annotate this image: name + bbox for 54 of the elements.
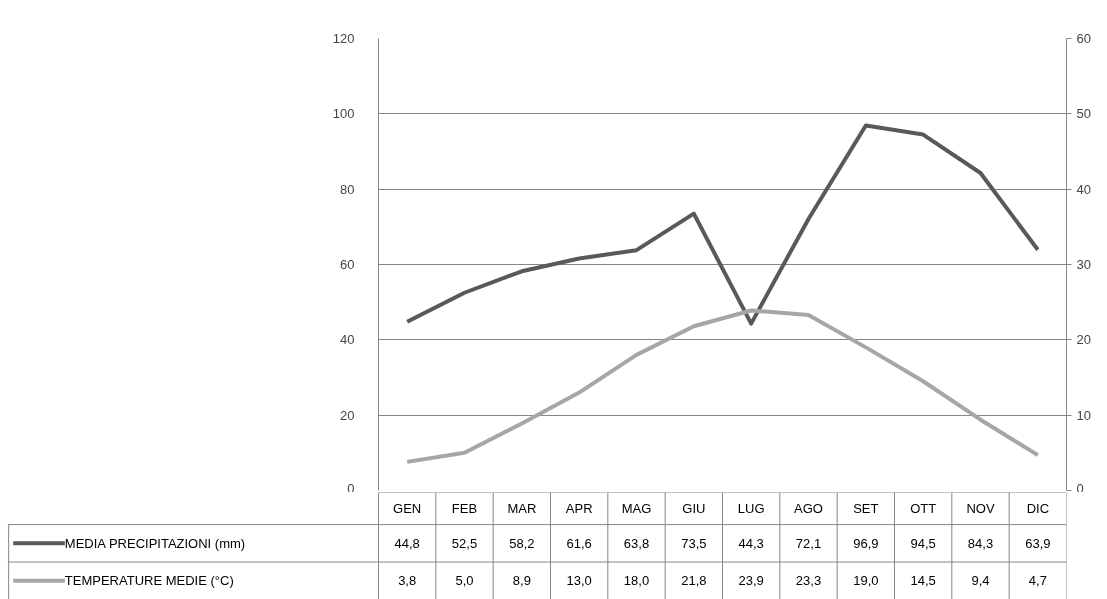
data-label: 96,9 (853, 535, 879, 551)
data-label: 9,4 (971, 573, 990, 589)
data-label: 13,0 (566, 573, 592, 589)
y2-tick-label: 20 (1076, 332, 1091, 348)
data-label: 52,5 (451, 535, 478, 551)
line-series (405, 308, 1040, 464)
y2-tick-label: 0 (1076, 480, 1084, 496)
x-tick-label: SET (853, 501, 879, 517)
data-label: 3,8 (398, 573, 417, 589)
x-tick-label: APR (565, 501, 593, 517)
y-tick-label: 0 (347, 480, 355, 496)
x-tick-label: DIC (1026, 501, 1050, 517)
data-label: 4,7 (1028, 573, 1047, 589)
y-tick-label: 100 (332, 106, 355, 122)
line-series (405, 123, 1040, 326)
x-tick-label: GEN (393, 501, 422, 517)
legend-label: MEDIA PRECIPITAZIONI (mm) (64, 535, 246, 551)
data-label: 61,6 (566, 535, 592, 551)
y2-tick-label: 50 (1076, 106, 1091, 122)
y2-tick-label: 60 (1076, 31, 1091, 46)
data-label: 84,3 (967, 535, 994, 551)
y2-tick-label: 40 (1076, 181, 1091, 197)
x-tick-label: LUG (737, 501, 765, 517)
data-label: 63,8 (623, 535, 650, 551)
data-label: 8,9 (512, 573, 531, 589)
x-tick-label: NOV (966, 501, 995, 517)
x-tick-label: GIU (682, 501, 706, 517)
y2-tick-label: 30 (1076, 257, 1091, 272)
data-label: 58,2 (509, 535, 535, 551)
x-tick-label: MAR (507, 501, 537, 517)
data-label: 94,5 (910, 535, 936, 551)
y2-tick-label: 10 (1076, 407, 1091, 423)
legend-label: TEMPERATURE MEDIE (°C) (64, 573, 234, 589)
data-label: 44,3 (738, 535, 764, 551)
y-tick-label: 20 (340, 407, 355, 423)
x-tick-label: AGO (794, 501, 823, 517)
data-label: 44,8 (394, 535, 420, 551)
data-label: 5,0 (455, 573, 474, 589)
x-tick-label: MAG (621, 501, 652, 517)
data-label: 14,5 (910, 573, 936, 589)
data-label: 21,8 (681, 573, 707, 589)
y-tick-label: 60 (340, 257, 355, 272)
y-tick-label: 120 (332, 31, 355, 46)
x-tick-label: OTT (910, 501, 937, 517)
y-tick-label: 80 (340, 181, 355, 197)
data-label: 63,9 (1025, 535, 1051, 551)
data-label: 73,5 (681, 535, 707, 551)
data-label: 18,0 (623, 573, 650, 589)
data-label: 23,9 (738, 573, 764, 589)
x-tick-label: FEB (451, 501, 478, 517)
y-tick-label: 40 (340, 332, 355, 348)
data-label: 72,1 (795, 535, 822, 551)
data-label: 23,3 (795, 573, 822, 589)
data-label: 19,0 (853, 573, 879, 589)
